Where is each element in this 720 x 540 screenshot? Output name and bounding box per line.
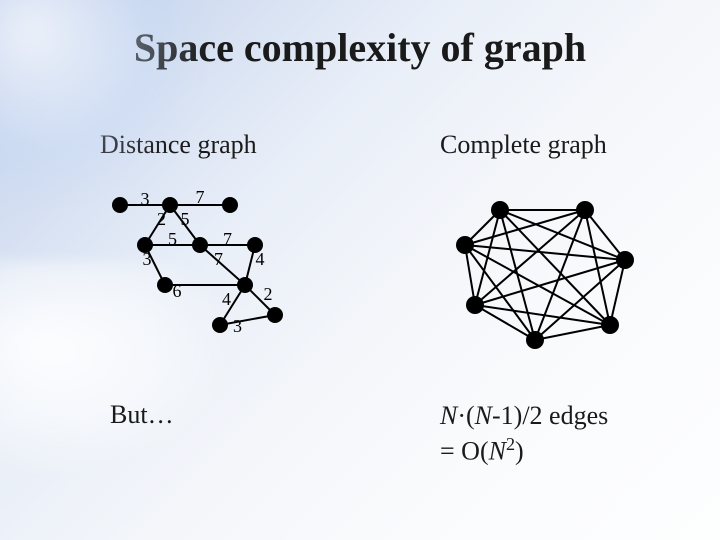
edge-weight: 3	[233, 316, 242, 336]
left-subtitle: Distance graph	[100, 130, 257, 160]
node	[616, 251, 634, 269]
node	[212, 317, 228, 333]
formula-line2-post: )	[515, 436, 524, 465]
edge	[610, 260, 625, 325]
edge-weight: 3	[141, 189, 150, 209]
edge	[535, 325, 610, 340]
edge	[465, 245, 475, 305]
formula-sup: 2	[506, 434, 515, 454]
formula-N2: N	[475, 401, 492, 430]
formula-N1: N	[440, 401, 457, 430]
edge	[465, 245, 535, 340]
node	[192, 237, 208, 253]
node	[456, 236, 474, 254]
edge-weight: 7	[223, 229, 232, 249]
node	[222, 197, 238, 213]
complete-graph	[445, 185, 645, 355]
edge-weight: 4	[222, 289, 231, 309]
node	[466, 296, 484, 314]
distance-graph-svg: 3725537476423	[90, 175, 310, 355]
slide-title: Space complexity of graph	[0, 24, 720, 71]
node	[526, 331, 544, 349]
formula-mid: ·(	[457, 401, 474, 430]
edge-weight: 2	[157, 209, 166, 229]
node	[112, 197, 128, 213]
edges-formula: N·(N-1)/2 edges = O(N2)	[440, 400, 608, 468]
edge-weight: 7	[196, 187, 205, 207]
edge-weight: 5	[181, 209, 190, 229]
formula-line2-N: N	[489, 436, 506, 465]
edge-weight: 4	[256, 249, 265, 269]
complete-graph-svg	[445, 185, 645, 355]
right-subtitle: Complete graph	[440, 130, 607, 160]
edge-weight: 6	[173, 281, 182, 301]
node	[237, 277, 253, 293]
edge-weight: 7	[214, 249, 223, 269]
left-caption: But…	[110, 400, 174, 430]
node	[601, 316, 619, 334]
node	[491, 201, 509, 219]
formula-line2-pre: = O(	[440, 436, 489, 465]
formula-post1: -1)/2 edges	[492, 401, 608, 430]
edge-weight: 2	[264, 284, 273, 304]
edge-weight: 5	[168, 229, 177, 249]
node	[267, 307, 283, 323]
node	[576, 201, 594, 219]
distance-graph: 3725537476423	[90, 175, 310, 355]
edge-weight: 3	[143, 249, 152, 269]
node	[157, 277, 173, 293]
edge	[220, 315, 275, 325]
edge	[475, 210, 585, 305]
